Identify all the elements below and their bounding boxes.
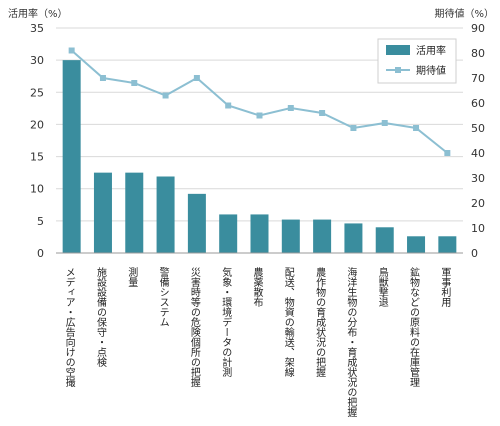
category-label: 軍事利用 <box>439 267 451 308</box>
category-label: 鳥獣撃退 <box>376 266 388 307</box>
bar <box>313 219 332 253</box>
legend-line-label: 期待値 <box>416 64 446 77</box>
line-point <box>225 102 232 109</box>
bar <box>93 172 112 253</box>
left-tick-label: 15 <box>30 151 44 164</box>
right-tick-label: 20 <box>471 197 485 210</box>
right-tick-label: 40 <box>471 147 485 160</box>
legend-bar-label: 活用率 <box>416 44 446 57</box>
right-axis-title: 期待値（%） <box>434 7 494 20</box>
bar <box>250 214 269 253</box>
category-label: メディア・広告向けの空撮 <box>63 267 75 387</box>
line-point <box>319 110 326 116</box>
category-label: 気象・環境データの計測 <box>220 266 232 378</box>
line-point <box>381 120 388 126</box>
bar <box>375 227 394 253</box>
right-tick-label: 80 <box>471 47 485 60</box>
gridlines <box>56 27 463 222</box>
legend-line-marker <box>395 67 401 73</box>
right-tick-label: 90 <box>471 22 485 35</box>
left-axis-ticks: 0 5 10 15 20 25 30 35 <box>30 22 44 260</box>
right-tick-label: 60 <box>471 97 485 110</box>
right-tick-label: 30 <box>471 172 485 185</box>
line-point <box>193 75 200 81</box>
category-label: 海洋生物の分布・育成状況の把握 <box>345 266 357 418</box>
legend-box <box>377 38 457 84</box>
category-label: 農作物の育成状況の把握 <box>314 266 326 378</box>
line-point <box>444 150 451 156</box>
left-tick-label: 20 <box>30 118 44 131</box>
right-tick-label: 70 <box>471 72 485 85</box>
bar <box>281 219 300 253</box>
bar <box>344 223 363 253</box>
right-tick-label: 10 <box>471 222 485 235</box>
line-point <box>350 125 357 131</box>
line-point <box>68 47 75 54</box>
bar-series <box>62 60 457 254</box>
bar <box>187 193 206 253</box>
line-point <box>99 75 106 81</box>
category-labels: メディア・広告向けの空撮 施設設備の保守・点検 測量 警備システム 災害時等の危険個所の… <box>63 266 451 418</box>
line-series <box>68 47 451 156</box>
line-point <box>287 105 294 111</box>
line-point <box>162 92 169 99</box>
right-tick-label: 0 <box>471 247 478 260</box>
category-label: 農薬散布 <box>251 266 263 308</box>
left-tick-label: 0 <box>37 247 44 260</box>
right-tick-label: 50 <box>471 122 485 135</box>
category-label: 鉱物などの原料の在庫管理 <box>408 266 420 387</box>
left-tick-label: 30 <box>30 54 44 67</box>
bar <box>219 214 238 253</box>
left-axis-title: 活用率（%） <box>8 7 68 20</box>
left-tick-label: 10 <box>30 183 44 196</box>
category-label: 災害時等の危険個所の把握 <box>188 267 200 388</box>
line-point <box>256 112 263 119</box>
legend-bar-swatch <box>386 45 410 55</box>
left-tick-label: 35 <box>30 22 44 35</box>
category-label: 施設設備の保守・点検 <box>94 266 106 368</box>
category-label: 配送、物資の輸送、架線 <box>282 267 294 377</box>
bar <box>125 172 144 253</box>
bar <box>62 60 81 254</box>
left-tick-label: 25 <box>30 86 44 99</box>
category-label: 測量 <box>126 266 138 287</box>
line-point <box>413 125 420 131</box>
category-label: 警備システム <box>157 266 169 327</box>
bar <box>156 176 175 253</box>
bar <box>407 236 426 253</box>
bar <box>438 236 457 253</box>
legend: 活用率 期待値 <box>377 38 457 84</box>
right-axis-ticks: 0 10 20 30 40 50 60 70 80 90 <box>471 22 485 260</box>
line-point <box>131 80 138 86</box>
left-tick-label: 5 <box>37 215 44 228</box>
